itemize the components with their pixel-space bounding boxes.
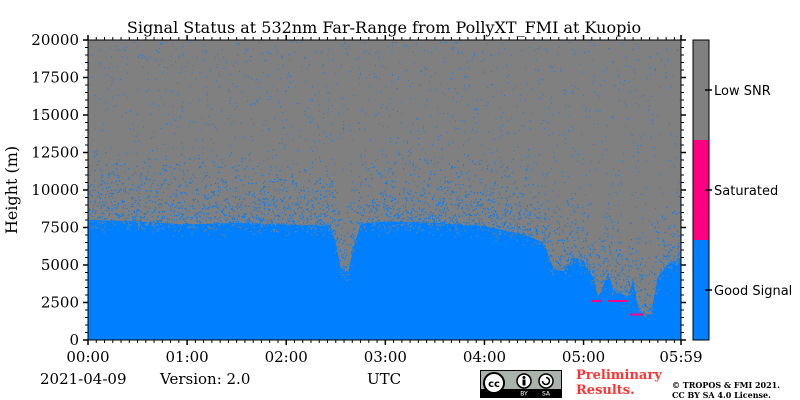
y-tick-label: 5000	[41, 256, 79, 274]
colorbar-label: Low SNR	[714, 84, 771, 99]
y-tick-label: 15000	[31, 106, 79, 124]
preliminary-line-1: Preliminary	[576, 368, 662, 383]
good-signal-region	[88, 220, 681, 340]
colorbar-segment	[693, 140, 709, 240]
chart-title: Signal Status at 532nm Far-Range from Po…	[127, 18, 641, 37]
x-tick-label: 01:00	[165, 348, 208, 366]
cc-by-sa-license-icon: cc BY SA	[480, 370, 562, 398]
colorbar: Low SNR Saturated Good Signal	[692, 39, 792, 341]
saturated-segment	[630, 313, 644, 316]
y-axis: 0 2500 5000 7500 10000 12500 15000 17500 20000	[31, 31, 686, 349]
x-tick-label: 05:00	[562, 348, 605, 366]
saturated-segment	[591, 300, 602, 302]
colorbar-label: Saturated	[714, 184, 778, 199]
x-tick-label: 02:00	[265, 348, 308, 366]
x-tick-label: 04:00	[463, 348, 506, 366]
by-badge-text: BY	[520, 391, 528, 398]
y-tick-label: 17500	[31, 69, 79, 87]
copyright-note: © TROPOS & FMI 2021. CC BY SA 4.0 Licens…	[672, 380, 780, 400]
y-tick-label: 7500	[41, 219, 79, 237]
copyright-line-1: © TROPOS & FMI 2021.	[672, 380, 781, 390]
colorbar-segment	[693, 40, 709, 140]
saturated-segment	[608, 300, 629, 302]
x-axis-label: UTC	[367, 370, 401, 388]
signal-noise-speckle	[88, 40, 683, 317]
version-label: Version: 2.0	[160, 370, 251, 388]
x-tick-label: 00:00	[66, 348, 109, 366]
copyright-line-2: CC BY SA 4.0 License.	[672, 390, 771, 400]
y-tick-label: 2500	[41, 294, 79, 312]
colorbar-segment	[693, 240, 709, 340]
x-tick-label: 05:59	[659, 348, 702, 366]
date-label: 2021-04-09	[40, 370, 127, 388]
y-tick-label: 12500	[31, 144, 79, 162]
x-tick-label: 03:00	[364, 348, 407, 366]
preliminary-line-2: Results.	[576, 383, 635, 398]
colorbar-label: Good Signal	[714, 284, 792, 299]
colorbar-frame	[692, 39, 710, 341]
x-axis: 00:00 01:00 02:00 03:00 04:00 05:00 05:59	[66, 35, 703, 366]
y-axis-label: Height (m)	[2, 146, 21, 234]
sa-badge-text: SA	[542, 391, 551, 398]
plot-area	[87, 39, 683, 341]
cc-badge-text: cc	[488, 379, 500, 390]
preliminary-results-note: Preliminary Results.	[576, 368, 662, 398]
y-tick-label: 0	[69, 331, 79, 349]
y-tick-label: 10000	[31, 181, 79, 199]
y-tick-label: 20000	[31, 31, 79, 49]
